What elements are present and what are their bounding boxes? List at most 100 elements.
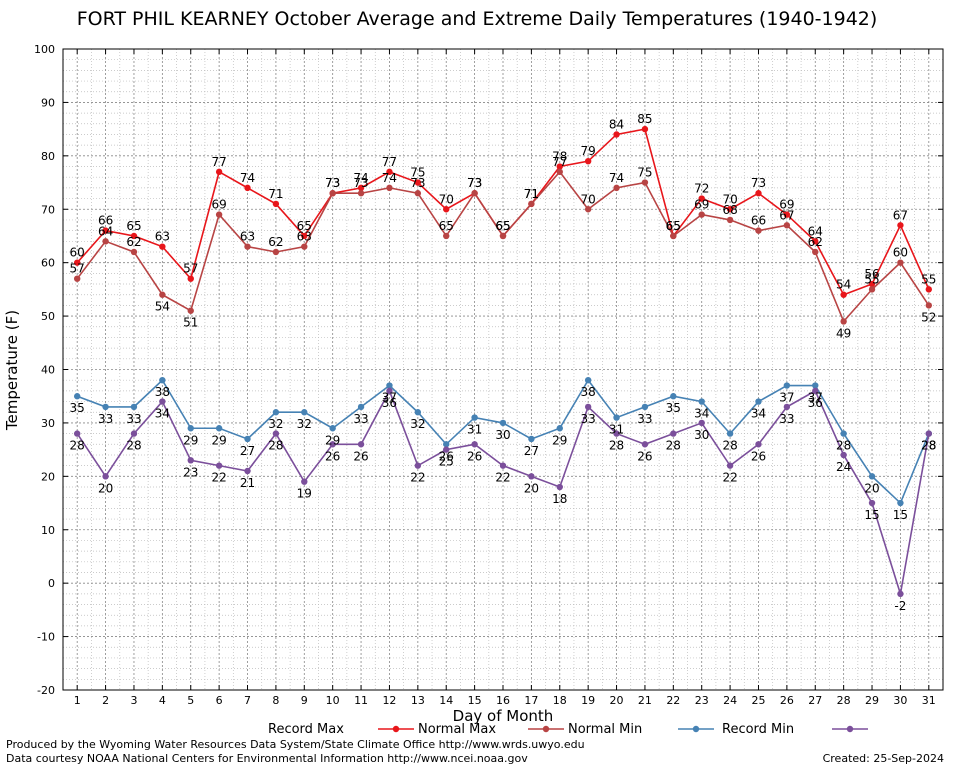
normal-max-point: [613, 184, 620, 192]
record-max-data-label: 54: [836, 278, 851, 292]
record-max-point: [897, 222, 904, 229]
record-min-point: [329, 441, 336, 448]
normal-min-point: [215, 425, 223, 432]
normal-min-point: [499, 419, 507, 427]
record-max-data-label: 65: [297, 219, 312, 233]
record-min-point: [925, 430, 933, 437]
normal-max-point: [215, 211, 223, 218]
normal-max-point: [726, 216, 734, 224]
x-tick-label: 24: [723, 694, 737, 707]
record-min-point: [726, 462, 734, 469]
normal-min-data-label: 32: [410, 417, 425, 431]
normal-min-data-label: 31: [609, 423, 624, 437]
record-min-point: [868, 499, 876, 507]
normal-min-point: [272, 409, 280, 416]
normal-min-data-label: 28: [836, 439, 851, 453]
record-max-data-label: 63: [155, 230, 170, 244]
normal-max-data-label: 73: [325, 176, 340, 190]
y-tick-label: 0: [48, 577, 55, 590]
normal-min-data-label: 34: [751, 407, 766, 421]
x-tick-label: 12: [382, 694, 396, 707]
normal-min-point: [698, 398, 705, 405]
normal-max-data-label: 69: [211, 198, 226, 212]
x-tick-label: 4: [159, 694, 166, 707]
x-tick-label: 1: [74, 694, 81, 707]
normal-min-point: [301, 409, 308, 416]
normal-max-point: [584, 206, 592, 213]
record-max-data-label: 73: [325, 176, 340, 190]
y-tick-label: 10: [41, 524, 55, 537]
record-max-data-label: 84: [609, 117, 624, 131]
y-tick-label: -20: [37, 684, 55, 697]
record-max-data-label: 69: [779, 198, 794, 212]
normal-max-point: [670, 232, 677, 240]
normal-min-data-label: 32: [268, 417, 283, 431]
normal-max-point: [244, 243, 251, 250]
y-tick-label: 60: [41, 257, 55, 270]
normal-min-data-label: 28: [722, 439, 737, 453]
record-max-point: [357, 184, 365, 192]
record-max-point: [187, 275, 194, 282]
legend-marker-record-max: [392, 725, 400, 733]
normal-max-point: [272, 248, 280, 256]
y-tick-label: -10: [37, 631, 55, 644]
record-max-data-label: 70: [439, 192, 454, 206]
record-min-point: [159, 398, 166, 405]
normal-max-point: [812, 248, 819, 256]
normal-max-point: [443, 232, 450, 240]
legend-label-record-max: Record Max: [268, 722, 344, 737]
x-tick-label: 8: [272, 694, 279, 707]
record-min-point: [755, 441, 762, 448]
normal-max-data-label: 52: [921, 310, 936, 324]
record-max-point: [868, 280, 876, 288]
normal-min-point: [102, 403, 109, 411]
x-tick-label: 3: [130, 694, 137, 707]
normal-max-data-label: 62: [268, 235, 283, 249]
normal-min-data-label: 37: [808, 391, 823, 405]
record-min-data-label: 25: [439, 455, 454, 469]
normal-max-point: [187, 307, 194, 314]
y-tick-label: 70: [41, 203, 55, 216]
normal-max-point: [641, 179, 649, 186]
normal-min-data-label: 33: [98, 412, 113, 426]
normal-max-point: [414, 190, 422, 197]
normal-min-point: [840, 430, 847, 437]
legend-marker-normal-max: [542, 725, 550, 733]
record-max-data-label: 72: [694, 182, 709, 196]
record-max-point: [159, 243, 166, 250]
x-tick-label: 11: [354, 694, 368, 707]
record-max-data-label: 57: [183, 262, 198, 276]
record-min-data-label: 22: [211, 471, 226, 485]
footer-produced-by: Produced by the Wyoming Water Resources …: [6, 738, 585, 751]
record-min-data-label: 21: [240, 476, 255, 490]
record-min-data-label: 28: [268, 439, 283, 453]
normal-max-data-label: 55: [864, 272, 879, 286]
normal-max-point: [528, 200, 535, 208]
normal-max-data-label: 73: [353, 176, 368, 190]
normal-min-point: [159, 376, 166, 384]
record-max-data-label: 73: [751, 176, 766, 190]
x-tick-label: 9: [301, 694, 308, 707]
record-max-data-label: 55: [921, 272, 936, 286]
x-tick-label: 19: [581, 694, 595, 707]
normal-max-data-label: 63: [297, 230, 312, 244]
record-min-point: [556, 483, 563, 491]
normal-min-data-label: 15: [893, 508, 908, 522]
normal-max-data-label: 65: [495, 219, 510, 233]
record-min-data-label: 28: [609, 439, 624, 453]
normal-min-point: [755, 398, 762, 405]
record-max-data-label: 67: [893, 208, 908, 222]
normal-max-data-label: 65: [666, 219, 681, 233]
normal-max-point: [102, 238, 109, 245]
normal-min-point: [556, 425, 563, 432]
normal-max-point: [868, 286, 876, 293]
y-tick-label: 50: [41, 310, 55, 323]
y-axis-label: Temperature (F): [3, 310, 21, 431]
record-min-point: [414, 462, 422, 469]
legend: Record Max Normal Max Normal Min Record Min: [268, 722, 868, 737]
normal-min-point: [329, 425, 336, 432]
normal-min-data-label: 29: [183, 433, 198, 447]
record-max-data-label: 78: [552, 150, 567, 164]
